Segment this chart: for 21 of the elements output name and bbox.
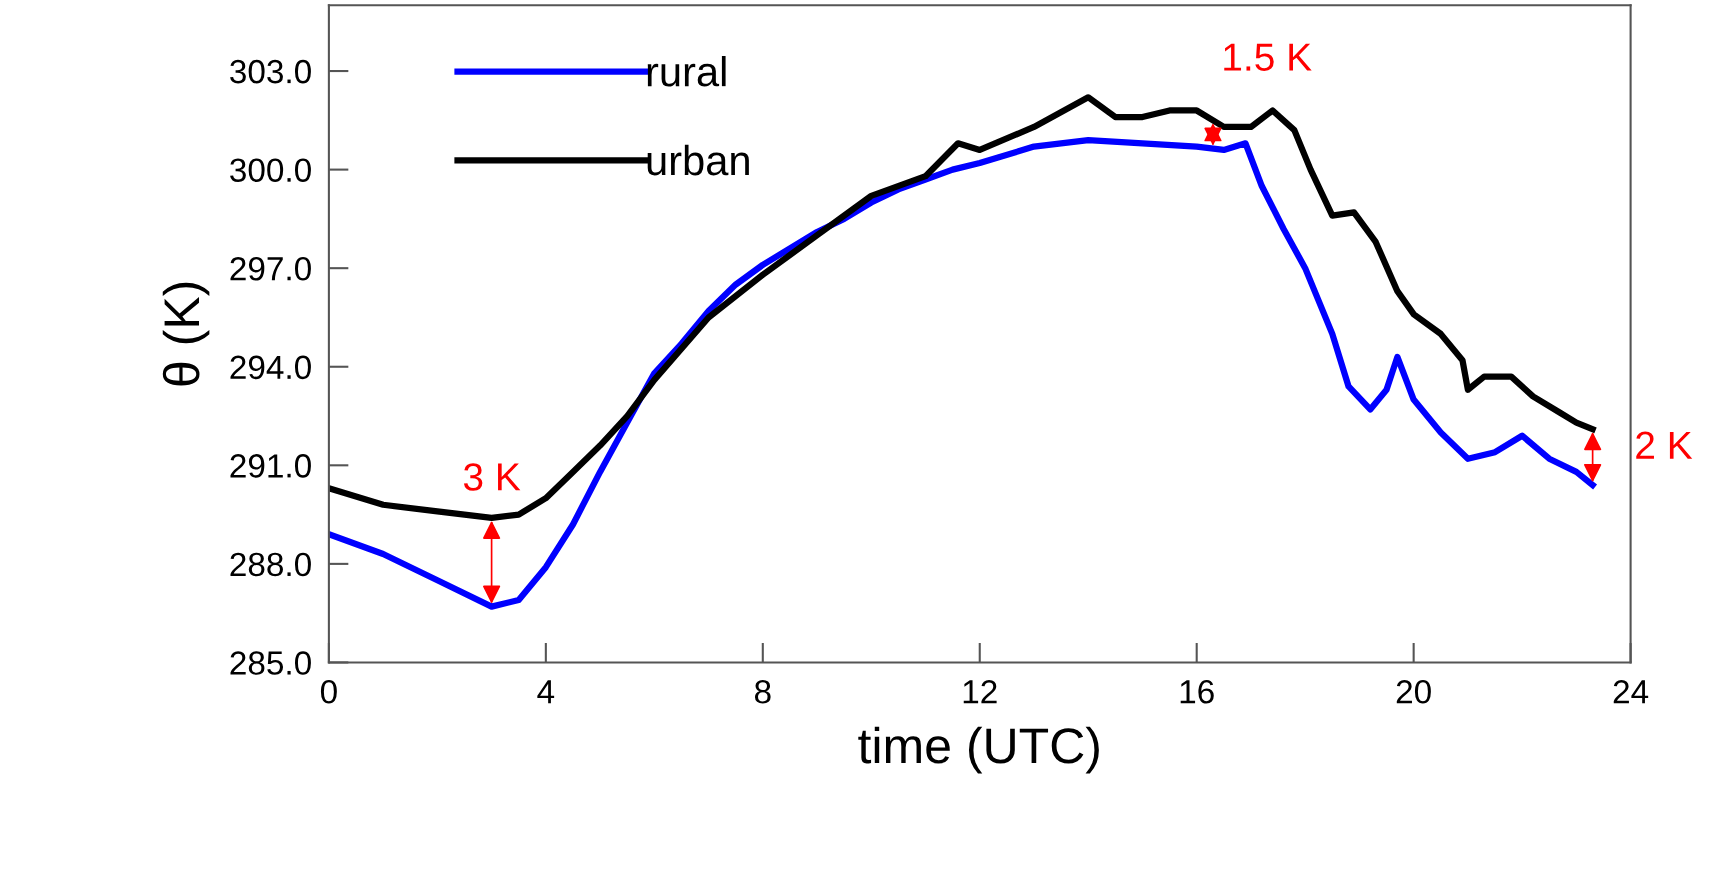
y-tick-label: 300.0: [230, 158, 311, 183]
x-tick-label: 12: [963, 679, 997, 704]
x-tick-label: 0: [320, 679, 337, 704]
legend-label: rural: [647, 55, 726, 87]
x-tick-label: 20: [1396, 679, 1431, 704]
y-tick-label: 303.0: [230, 59, 311, 84]
x-axis-title: time (UTC): [858, 726, 1099, 774]
x-tick-label: 8: [754, 679, 771, 704]
y-tick-label: 288.0: [230, 552, 311, 577]
x-tick-label: 16: [1180, 679, 1214, 704]
y-tick-label: 285.0: [230, 651, 311, 675]
y-tick-label: 294.0: [230, 355, 311, 380]
x-tick-label: 4: [537, 680, 555, 704]
y-tick-label: 297.0: [230, 256, 311, 281]
y-tick-label: 291.0: [230, 454, 311, 478]
x-tick-label: 24: [1613, 679, 1649, 704]
annotation: 3 K: [463, 463, 521, 491]
annotation: 2 K: [1636, 431, 1693, 459]
annotation: 1.5 K: [1224, 43, 1312, 71]
y-axis-title: θ (K): [162, 282, 210, 386]
legend-label: urban: [647, 144, 749, 176]
